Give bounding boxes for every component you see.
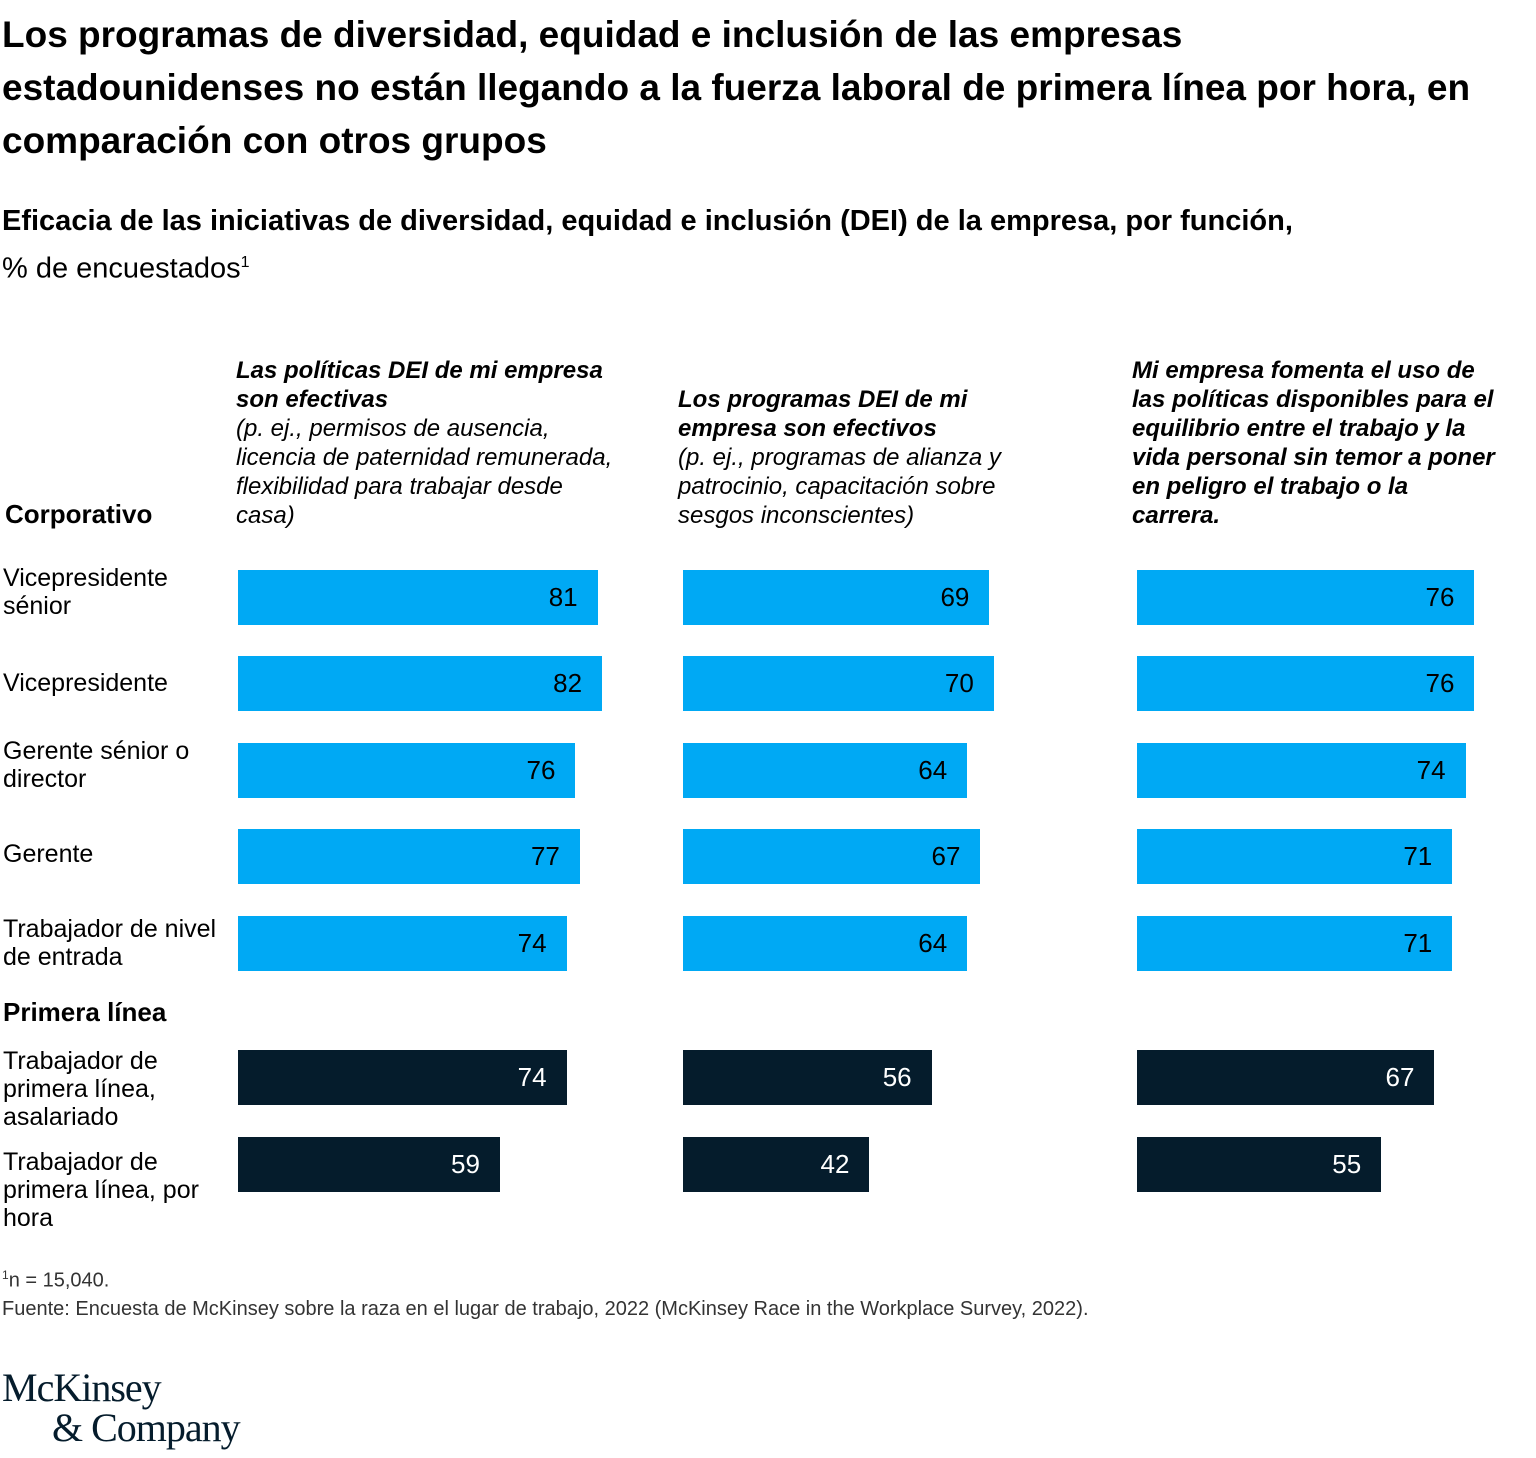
column-header-1: Las políticas DEI de mi empresa son efec… bbox=[236, 356, 616, 530]
column-header-3: Mi empresa fomenta el uso de las polític… bbox=[1132, 356, 1502, 530]
column-header-note: (p. ej., programas de alianza y patrocin… bbox=[678, 444, 1001, 529]
row-label: Vicepresidente sénior bbox=[3, 564, 168, 620]
bar-value-label: 76 bbox=[1425, 582, 1455, 612]
footnote-mark: 1 bbox=[2, 1268, 9, 1282]
bar: 69 bbox=[683, 570, 990, 625]
bar-value-label: 76 bbox=[1425, 668, 1455, 698]
bar: 77 bbox=[238, 829, 580, 884]
bar-value-label: 81 bbox=[548, 582, 578, 612]
group-label-frontline: Primera línea bbox=[3, 997, 167, 1027]
source: Fuente: Encuesta de McKinsey sobre la ra… bbox=[2, 1298, 1089, 1320]
footnote-text: n = 15,040. bbox=[8, 1269, 110, 1292]
row-label: Trabajador de primera línea, por hora bbox=[3, 1148, 199, 1232]
bar-value-label: 71 bbox=[1403, 841, 1433, 871]
bar-value-label: 67 bbox=[931, 841, 961, 871]
row-label: Trabajador de primera línea, asalariado bbox=[3, 1047, 158, 1131]
bar: 76 bbox=[238, 743, 576, 798]
chart-subtitle: Eficacia de las iniciativas de diversida… bbox=[2, 200, 1482, 290]
bar: 70 bbox=[683, 656, 994, 711]
bar: 67 bbox=[1137, 1050, 1435, 1105]
bar: 76 bbox=[1137, 656, 1475, 711]
bar: 64 bbox=[683, 743, 968, 798]
bar: 64 bbox=[683, 916, 968, 971]
row-label: Vicepresidente bbox=[3, 669, 168, 697]
bar-value-label: 74 bbox=[517, 928, 547, 958]
bar-value-label: 64 bbox=[918, 755, 948, 785]
bar-value-label: 56 bbox=[882, 1062, 912, 1092]
bar-value-label: 64 bbox=[918, 928, 948, 958]
chart-title: Los programas de diversidad, equidad e i… bbox=[2, 14, 1471, 161]
column-header-2: Los programas DEI de mi empresa son efec… bbox=[678, 385, 1038, 530]
bar: 59 bbox=[238, 1137, 500, 1192]
subtitle-main: Eficacia de las iniciativas de diversida… bbox=[2, 205, 1293, 237]
bar-value-label: 82 bbox=[553, 668, 583, 698]
column-header-title: Mi empresa fomenta el uso de las polític… bbox=[1132, 357, 1495, 529]
bar-value-label: 55 bbox=[1332, 1149, 1362, 1179]
bar: 55 bbox=[1137, 1137, 1382, 1192]
bar: 56 bbox=[683, 1050, 932, 1105]
bar-value-label: 74 bbox=[1416, 755, 1446, 785]
footnote: 1n = 15,040. bbox=[2, 1268, 109, 1293]
bar: 82 bbox=[238, 656, 603, 711]
group-label-corporate: Corporativo bbox=[5, 499, 153, 529]
bar: 71 bbox=[1137, 829, 1453, 884]
bar: 74 bbox=[238, 916, 567, 971]
bar-value-label: 71 bbox=[1403, 928, 1433, 958]
column-header-title: Las políticas DEI de mi empresa son efec… bbox=[236, 357, 603, 413]
bar: 76 bbox=[1137, 570, 1475, 625]
bar-value-label: 42 bbox=[820, 1149, 850, 1179]
bar-value-label: 67 bbox=[1385, 1062, 1415, 1092]
bar-value-label: 74 bbox=[517, 1062, 547, 1092]
bar: 74 bbox=[1137, 743, 1466, 798]
bar-value-label: 70 bbox=[944, 668, 974, 698]
bar: 81 bbox=[238, 570, 598, 625]
bar-value-label: 77 bbox=[530, 841, 560, 871]
bar-value-label: 76 bbox=[526, 755, 556, 785]
mckinsey-logo: McKinsey & Company bbox=[2, 1365, 241, 1450]
bar: 71 bbox=[1137, 916, 1453, 971]
subtitle-footnote-mark: 1 bbox=[240, 254, 250, 271]
column-header-note: (p. ej., permisos de ausencia, licencia … bbox=[236, 415, 613, 529]
subtitle-unit: % de encuestados bbox=[2, 252, 241, 285]
bar-value-label: 69 bbox=[940, 582, 970, 612]
bar: 67 bbox=[683, 829, 981, 884]
column-header-title: Los programas DEI de mi empresa son efec… bbox=[678, 386, 968, 442]
bar: 42 bbox=[683, 1137, 870, 1192]
row-label: Gerente sénior o director bbox=[3, 737, 190, 793]
bar: 74 bbox=[238, 1050, 567, 1105]
bar-value-label: 59 bbox=[451, 1149, 480, 1179]
row-label: Gerente bbox=[3, 840, 94, 868]
row-label: Trabajador de nivel de entrada bbox=[3, 915, 217, 971]
